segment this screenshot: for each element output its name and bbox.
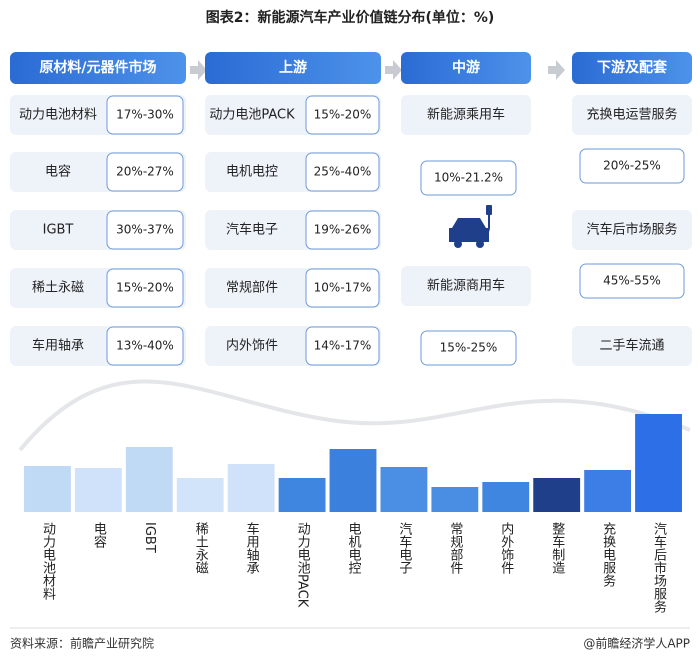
range-box: [106, 268, 184, 308]
title: 图表2：新能源汽车产业价值链分布(单位：%): [206, 9, 495, 26]
x-tick-label: 常规部件: [447, 522, 463, 574]
bar: [380, 467, 428, 512]
range-box: [579, 263, 685, 299]
item-box: [401, 95, 531, 135]
x-tick-label: 内外饰件: [498, 521, 514, 574]
bar: [482, 482, 530, 512]
range-box: [106, 95, 184, 135]
brand: @前瞻经济学人APP: [583, 636, 690, 651]
range-label: 17%-30%: [116, 108, 174, 122]
item-label: 汽车后市场服务: [586, 222, 677, 238]
range-box: [305, 268, 380, 308]
column-header-text: 下游及配套: [597, 59, 667, 76]
range-box: [106, 326, 184, 366]
range-label: 15%-20%: [116, 281, 174, 295]
item-label: 电容: [45, 164, 71, 180]
item-label: 电机电控: [226, 165, 278, 180]
column-header: [205, 52, 381, 84]
column-header: [10, 52, 186, 84]
x-tick-label: 动力电池材料: [40, 522, 56, 600]
bar: [125, 447, 173, 512]
bar: [227, 464, 275, 512]
column-header-text: 原材料/元器件市场: [39, 59, 156, 76]
car-icon: [449, 205, 492, 248]
range-label: 13%-40%: [116, 339, 174, 353]
range-box: [420, 330, 517, 366]
range-label: 20%-25%: [603, 159, 661, 173]
column-header: [572, 52, 692, 84]
item-label: 动力电池PACK: [209, 108, 295, 123]
column-header: [401, 52, 531, 84]
range-label: 15%-20%: [314, 108, 372, 122]
range-label: 30%-37%: [116, 223, 174, 237]
range-label: 14%-17%: [314, 339, 372, 353]
item-box: [572, 210, 692, 250]
decor-wave: [18, 379, 691, 452]
x-tick-label: 汽车电子: [396, 522, 412, 574]
x-tick-label: 整车制造: [549, 522, 565, 575]
range-box: [106, 152, 184, 192]
item-box: [572, 326, 692, 366]
item-label: 汽车电子: [226, 222, 278, 238]
x-tick-label: 汽车后市场服务: [651, 522, 667, 613]
range-box: [305, 95, 380, 135]
range-label: 25%-40%: [314, 165, 372, 179]
range-box: [305, 152, 380, 192]
x-tick-label: 充换电服务: [600, 521, 616, 587]
x-tick-label: IGBT: [142, 522, 157, 553]
arrow: [548, 60, 565, 80]
item-label: 稀土永磁: [32, 281, 84, 296]
range-box: [579, 148, 685, 184]
x-tick-label: 电机电控: [346, 522, 362, 574]
item-box: [572, 95, 692, 135]
bar: [278, 478, 326, 512]
item-label: 新能源商用车: [427, 278, 505, 294]
range-box: [305, 210, 380, 250]
item-label: 内外饰件: [226, 338, 278, 354]
item-label: 充换电运营服务: [586, 107, 677, 123]
range-label: 45%-55%: [603, 274, 661, 288]
column-header-text: 中游: [452, 59, 480, 76]
bar: [24, 466, 71, 512]
bar: [74, 468, 122, 512]
range-box: [106, 210, 184, 250]
range-label: 15%-25%: [440, 341, 498, 355]
item-box: [401, 266, 531, 306]
bar: [431, 487, 479, 512]
item-label: 新能源乘用车: [427, 107, 505, 123]
item-label: 动力电池材料: [19, 108, 97, 123]
item-label: IGBT: [43, 223, 74, 238]
range-label: 10%-21.2%: [434, 171, 503, 185]
x-tick-label: 车用轴承: [244, 521, 260, 574]
range-label: 19%-26%: [314, 223, 372, 237]
bar: [329, 449, 377, 512]
item-label: 二手车流通: [599, 338, 664, 354]
range-label: 20%-27%: [116, 165, 174, 179]
x-tick-label: 动力电池PACK: [295, 522, 311, 608]
arrow: [190, 60, 207, 80]
bar: [635, 414, 682, 512]
x-tick-label: 电容: [91, 522, 107, 549]
x-tick-label: 稀土永磁: [193, 522, 209, 574]
range-box: [420, 160, 517, 196]
source: 资料来源：前瞻产业研究院: [10, 636, 154, 651]
range-label: 10%-17%: [314, 281, 372, 295]
range-box: [305, 326, 380, 366]
item-label: 常规部件: [226, 281, 278, 296]
bar: [176, 478, 224, 512]
item-label: 车用轴承: [32, 338, 84, 354]
arrow: [385, 60, 402, 80]
bar: [584, 470, 632, 512]
bar: [533, 478, 581, 512]
column-header-text: 上游: [279, 59, 307, 76]
